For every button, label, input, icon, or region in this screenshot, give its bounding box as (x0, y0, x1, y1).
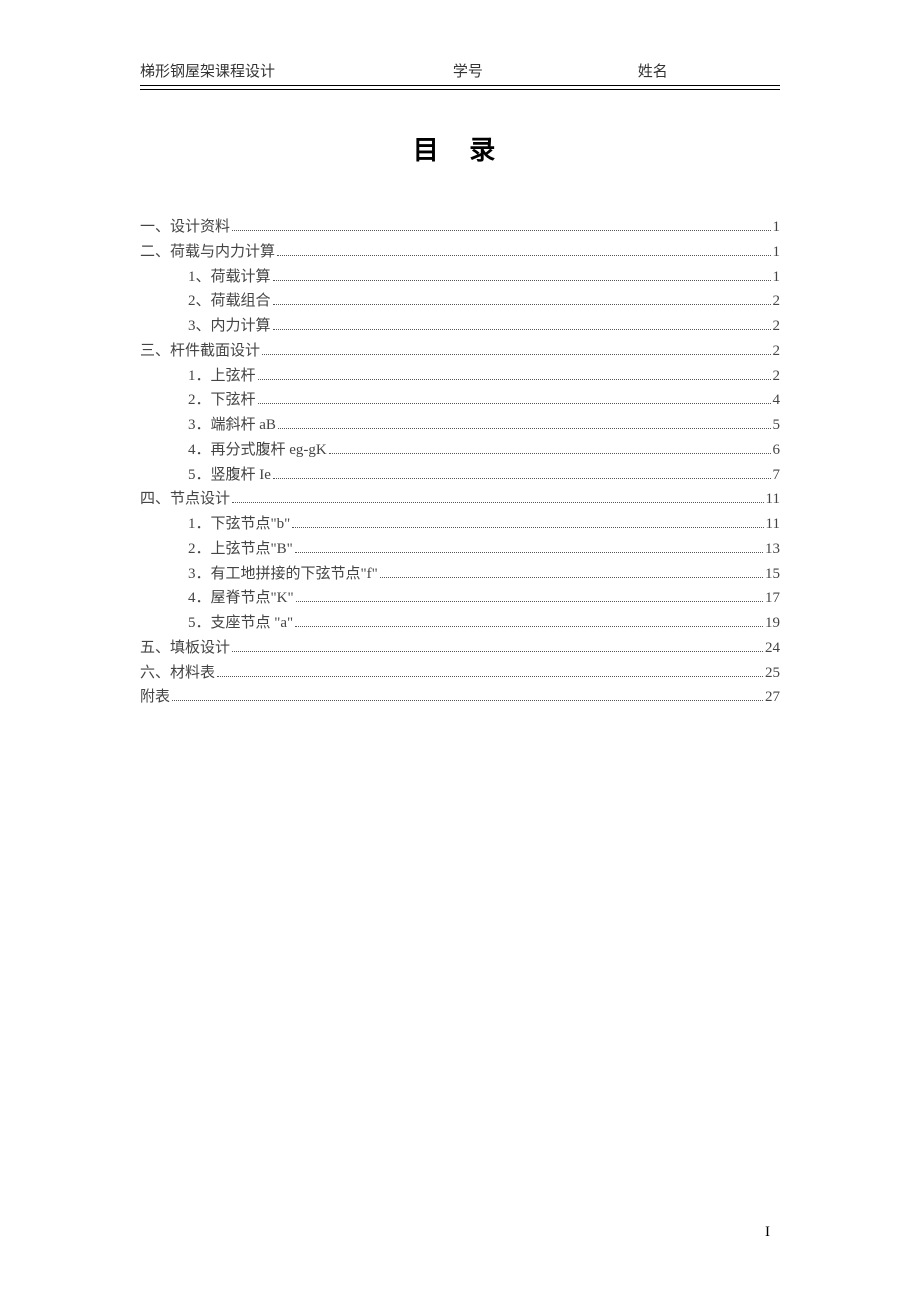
toc-item-page: 11 (766, 512, 780, 537)
header-student-id: 学号 (453, 60, 638, 81)
toc-item-page: 11 (766, 487, 780, 512)
toc-item: 1．下弦节点"b" 11 (140, 512, 780, 537)
toc-item-dots (295, 552, 763, 553)
toc-item-dots (262, 354, 770, 355)
toc-item-label: 一、设计资料 (140, 215, 230, 240)
toc-item: 3、内力计算 2 (140, 314, 780, 339)
toc-item: 五、填板设计 24 (140, 636, 780, 661)
toc-item: 2．下弦杆 4 (140, 388, 780, 413)
document-page: 梯形钢屋架课程设计 学号 姓名 目 录 一、设计资料1二、荷载与内力计算11、荷… (0, 0, 920, 750)
toc-item: 5．竖腹杆 Ie 7 (140, 463, 780, 488)
toc-item-label: 四、节点设计 (140, 487, 230, 512)
page-number: I (765, 1224, 770, 1241)
toc-item-label: 六、材料表 (140, 661, 215, 686)
toc-item: 附表 27 (140, 685, 780, 710)
toc-item-page: 1 (773, 240, 781, 265)
toc-item-page: 27 (765, 685, 780, 710)
toc-item-label: 2．下弦杆 (188, 388, 256, 413)
toc-item-dots (232, 230, 770, 231)
toc-item: 二、荷载与内力计算 1 (140, 240, 780, 265)
toc-item-page: 7 (773, 463, 781, 488)
toc-item-label: 五、填板设计 (140, 636, 230, 661)
toc-item-label: 3．有工地拼接的下弦节点"f" (188, 562, 378, 587)
toc-item-dots (258, 379, 771, 380)
toc-item-dots (232, 502, 764, 503)
toc-item-page: 1 (773, 265, 781, 290)
toc-item-dots (217, 676, 763, 677)
toc-item: 六、材料表 25 (140, 661, 780, 686)
toc-item-page: 2 (773, 289, 781, 314)
toc-item-label: 2、荷载组合 (188, 289, 271, 314)
toc-item-dots (258, 403, 771, 404)
toc-item: 1．上弦杆 2 (140, 364, 780, 389)
toc-item-page: 5 (773, 413, 781, 438)
toc-item: 2．上弦节点"B" 13 (140, 537, 780, 562)
toc-item: 1、荷载计算 1 (140, 265, 780, 290)
toc-item-page: 2 (773, 339, 781, 364)
toc-item-label: 1、荷载计算 (188, 265, 271, 290)
toc-title: 目 录 (140, 130, 780, 167)
toc-item: 4．再分式腹杆 eg-gK 6 (140, 438, 780, 463)
toc-item-label: 1．上弦杆 (188, 364, 256, 389)
toc-item-page: 6 (773, 438, 781, 463)
toc-item: 四、节点设计 11 (140, 487, 780, 512)
toc-item-page: 1 (773, 215, 781, 240)
toc-item-label: 3、内力计算 (188, 314, 271, 339)
toc-item-label: 4．屋脊节点"K" (188, 586, 294, 611)
toc-item-page: 19 (765, 611, 780, 636)
toc-item-label: 三、杆件截面设计 (140, 339, 260, 364)
toc-item-dots (295, 626, 763, 627)
toc-item-dots (273, 280, 771, 281)
toc-item-dots (329, 453, 771, 454)
header-underline (140, 89, 780, 90)
toc-item-dots (273, 478, 771, 479)
toc-item-label: 3．端斜杆 aB (188, 413, 276, 438)
toc-item-page: 17 (765, 586, 780, 611)
toc-item-dots (380, 577, 763, 578)
toc-item-label: 1．下弦节点"b" (188, 512, 290, 537)
toc-item: 3．有工地拼接的下弦节点"f" 15 (140, 562, 780, 587)
toc-item-dots (172, 700, 763, 701)
toc-item: 一、设计资料 1 (140, 215, 780, 240)
toc-item-label: 2．上弦节点"B" (188, 537, 293, 562)
toc-item-label: 二、荷载与内力计算 (140, 240, 275, 265)
toc-item: 3．端斜杆 aB 5 (140, 413, 780, 438)
toc-item-page: 24 (765, 636, 780, 661)
toc-item-page: 15 (765, 562, 780, 587)
page-header: 梯形钢屋架课程设计 学号 姓名 (140, 60, 780, 86)
toc-item-dots (292, 527, 763, 528)
table-of-contents: 一、设计资料1二、荷载与内力计算11、荷载计算12、荷载组合23、内力计算2三、… (140, 215, 780, 710)
toc-item-label: 5．竖腹杆 Ie (188, 463, 271, 488)
toc-item-page: 13 (765, 537, 780, 562)
toc-item-page: 2 (773, 314, 781, 339)
toc-item-dots (277, 255, 770, 256)
toc-item-dots (296, 601, 763, 602)
toc-item-page: 4 (773, 388, 781, 413)
header-name: 姓名 (638, 60, 780, 81)
toc-item-page: 25 (765, 661, 780, 686)
toc-item-label: 4．再分式腹杆 eg-gK (188, 438, 327, 463)
header-title: 梯形钢屋架课程设计 (140, 60, 453, 81)
toc-item: 4．屋脊节点"K" 17 (140, 586, 780, 611)
toc-item: 5．支座节点 "a" 19 (140, 611, 780, 636)
toc-item-dots (273, 304, 771, 305)
toc-item: 2、荷载组合 2 (140, 289, 780, 314)
toc-item-dots (273, 329, 771, 330)
toc-item: 三、杆件截面设计 2 (140, 339, 780, 364)
toc-item-dots (278, 428, 771, 429)
toc-item-label: 附表 (140, 685, 170, 710)
toc-item-label: 5．支座节点 "a" (188, 611, 293, 636)
toc-item-dots (232, 651, 763, 652)
toc-item-page: 2 (773, 364, 781, 389)
